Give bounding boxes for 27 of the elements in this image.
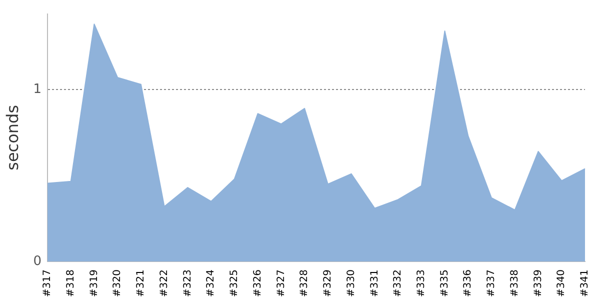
x-tick-label: #333 bbox=[416, 270, 427, 298]
x-tick-label: #341 bbox=[580, 270, 591, 298]
x-tick-label: #319 bbox=[88, 270, 100, 298]
x-tick-label: #318 bbox=[65, 270, 76, 298]
x-tick-label: #327 bbox=[276, 270, 287, 298]
x-tick-label: #317 bbox=[42, 270, 54, 298]
x-tick-label: #325 bbox=[229, 270, 240, 298]
x-tick-label: #331 bbox=[369, 270, 380, 298]
x-tick-label: #332 bbox=[392, 270, 404, 298]
x-tick-label: #326 bbox=[252, 270, 264, 298]
y-axis-title: seconds bbox=[2, 104, 22, 170]
y-tick-label: 1 bbox=[33, 82, 42, 97]
x-tick-label: #339 bbox=[532, 270, 544, 298]
x-tick-label: #330 bbox=[346, 270, 357, 298]
x-tick-label: #337 bbox=[486, 270, 498, 298]
x-tick-label: #323 bbox=[182, 270, 194, 298]
x-tick-label: #322 bbox=[158, 270, 170, 298]
x-tick-label: #338 bbox=[509, 270, 520, 298]
x-tick-label: #324 bbox=[206, 270, 217, 298]
y-tick-label: 0 bbox=[33, 254, 42, 269]
x-tick-label: #321 bbox=[136, 270, 147, 298]
x-tick-label: #340 bbox=[556, 270, 568, 298]
x-tick-label: #328 bbox=[299, 270, 310, 298]
x-tick-label: #336 bbox=[462, 270, 474, 298]
x-tick-label: #335 bbox=[439, 270, 450, 298]
x-tick-label: #329 bbox=[322, 270, 334, 298]
x-tick-label: #320 bbox=[112, 270, 124, 298]
